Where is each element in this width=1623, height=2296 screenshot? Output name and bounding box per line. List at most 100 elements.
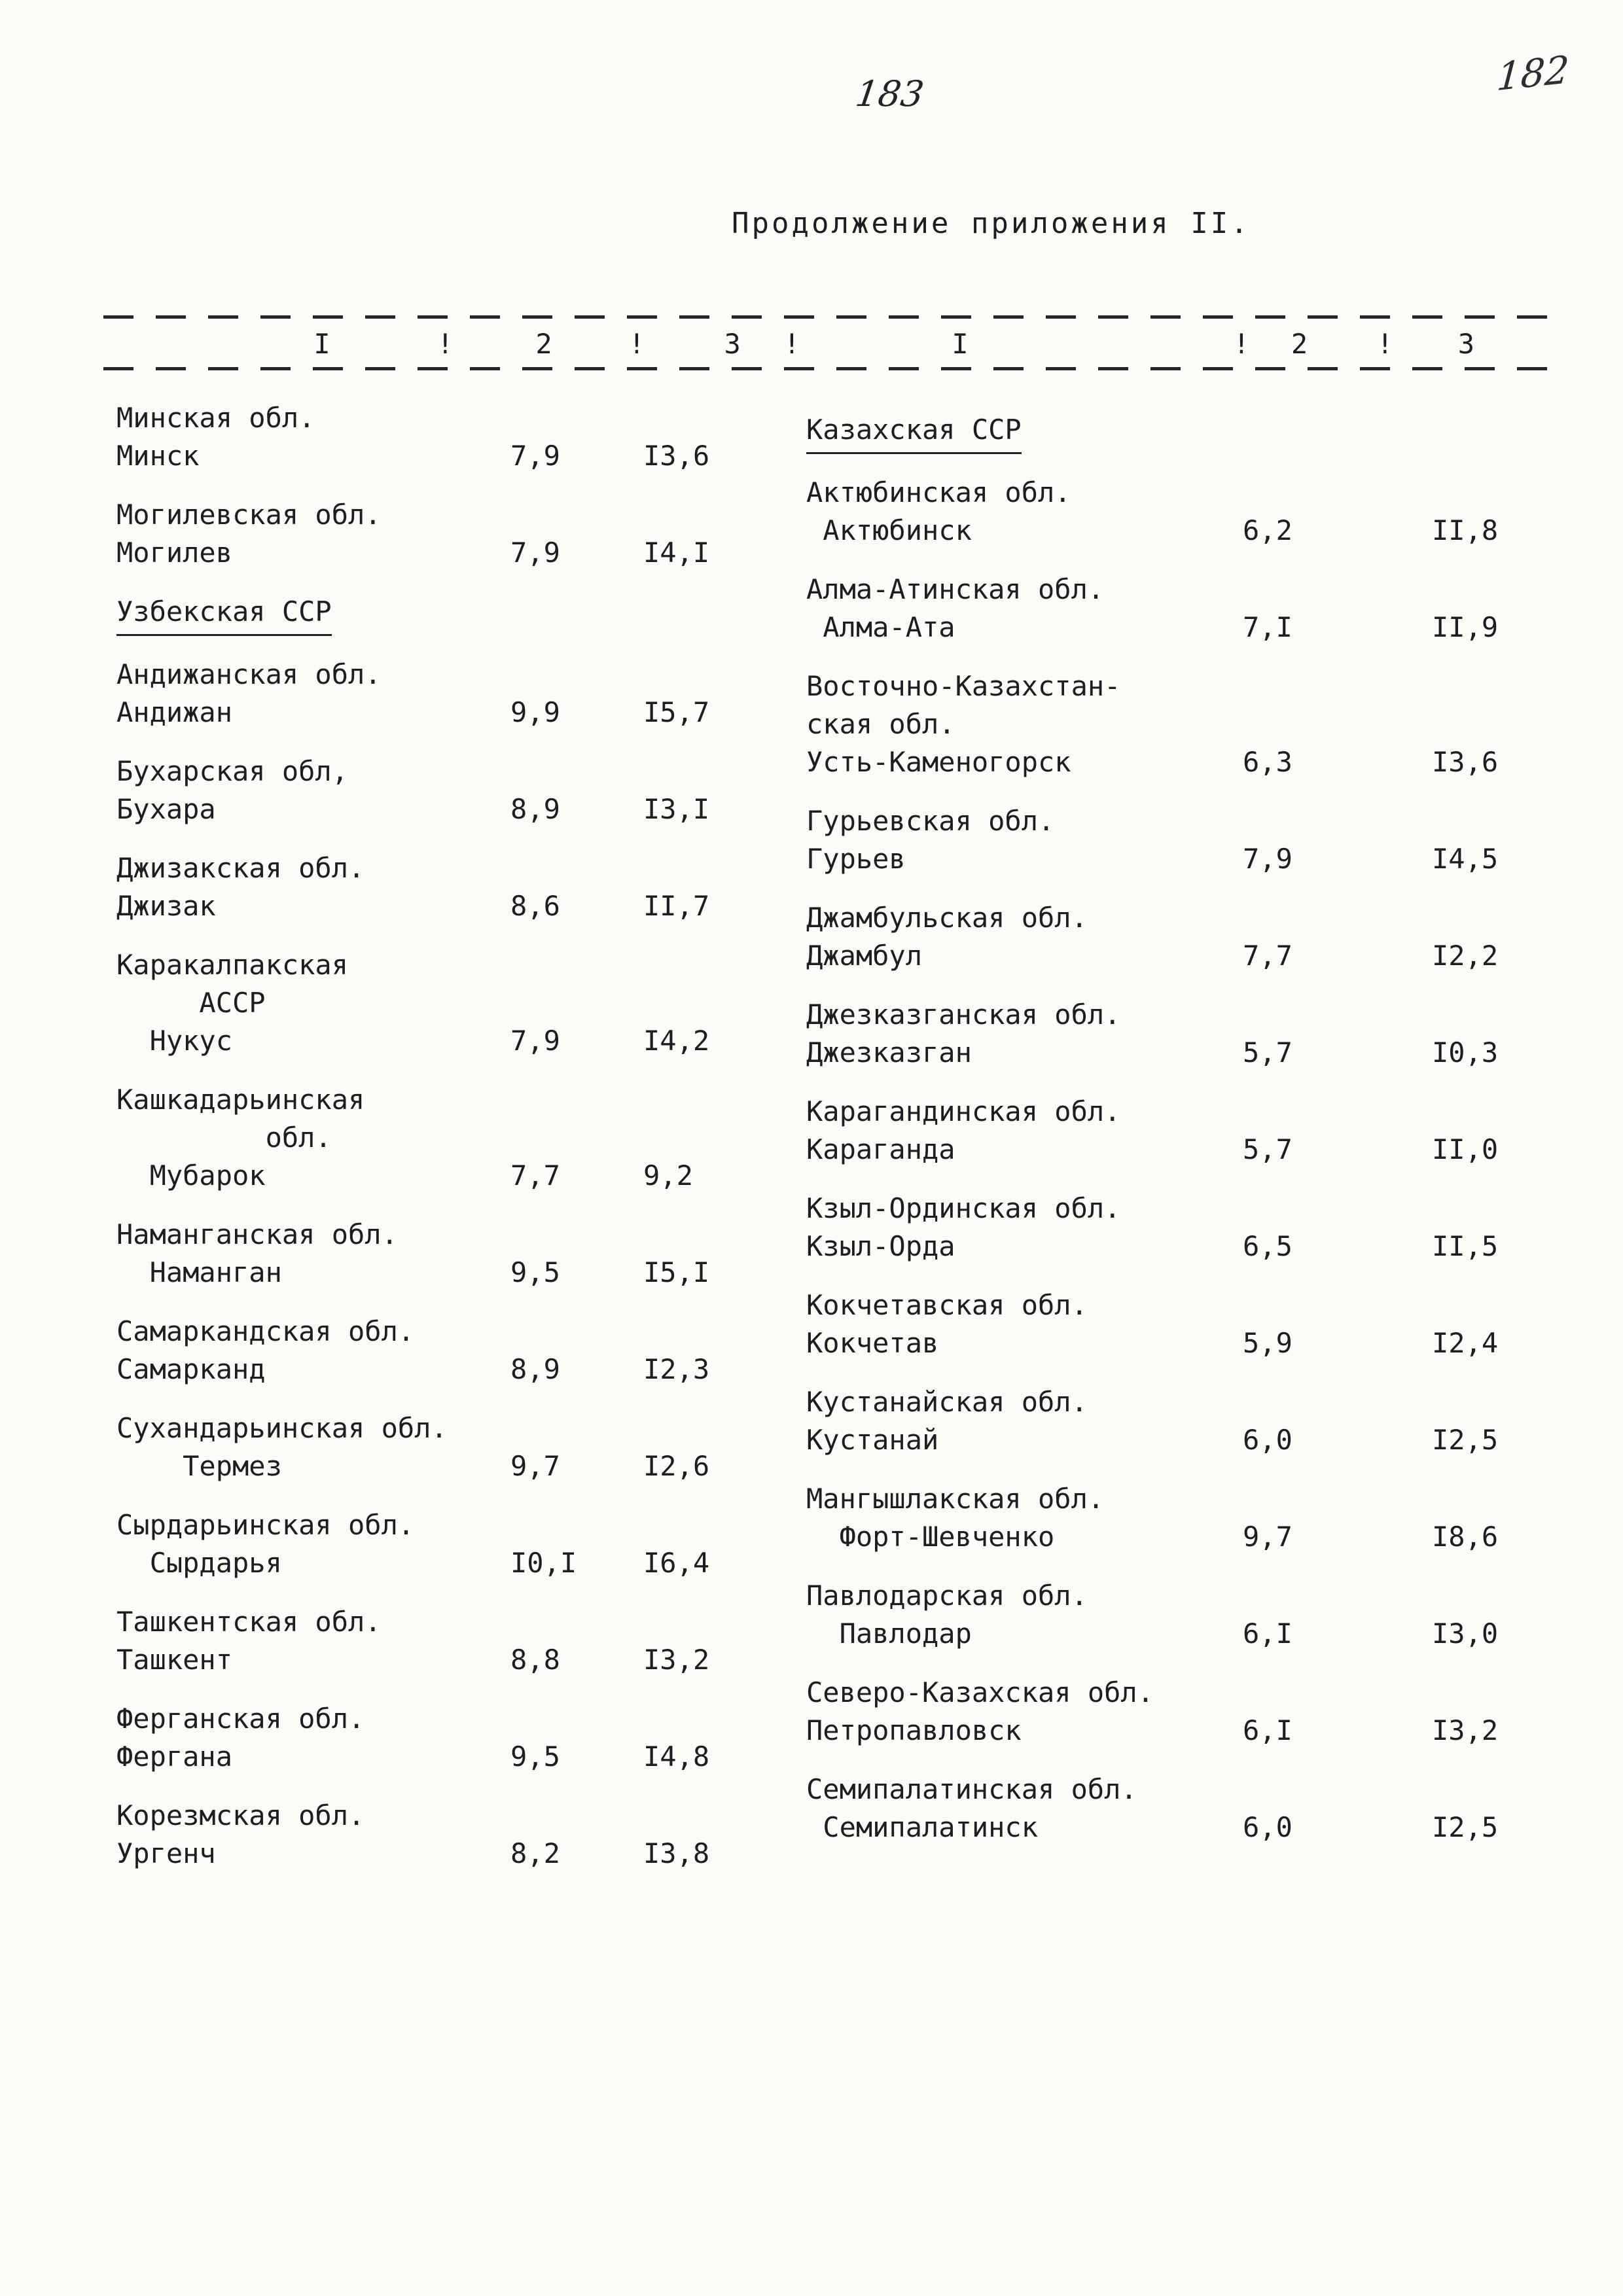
header-col-label: 2: [1291, 328, 1308, 360]
page-number-typed: 183: [853, 73, 927, 115]
city-name: Мубарок: [116, 1159, 266, 1192]
table-column-right: Казахская ССР Актюбинская обл. Актюбинск…: [806, 399, 1554, 1894]
city-name: Самарканд: [116, 1353, 266, 1385]
header-col-label: I: [952, 328, 969, 360]
value-col2: 6,2: [1243, 514, 1293, 546]
value-col3: I5,7: [643, 696, 710, 728]
value-col3: 9,2: [643, 1159, 693, 1192]
table-entry: Джамбульская обл. Джамбул 7,7 I2,2: [806, 899, 1554, 975]
value-col2: I0,I: [510, 1547, 577, 1579]
city-name: Караганда: [806, 1133, 955, 1165]
table-column-left: Минская обл. Минск 7,9 I3,6 Могилевская …: [116, 399, 710, 1894]
city-row: Караганда 5,7 II,0: [806, 1131, 1554, 1169]
value-col2: 8,8: [510, 1644, 560, 1676]
city-row: Мубарок 7,7 9,2: [116, 1157, 705, 1195]
table-entry: Кзыл-Ординская обл. Кзыл-Орда 6,5 II,5: [806, 1190, 1554, 1265]
header-col-label: 3: [1457, 328, 1475, 360]
value-col3: I4,8: [643, 1740, 710, 1773]
city-name: Гурьев: [806, 843, 906, 875]
value-col2: 7,9: [1243, 843, 1293, 875]
city-row: Ургенч 8,2 I3,8: [116, 1835, 709, 1873]
value-col3: I4,I: [643, 537, 710, 569]
table-entry: Бухарская обл, Бухара 8,9 I3,I: [116, 752, 709, 828]
table-entry: Восточно-Казахстан- ская обл. Усть-Камен…: [806, 667, 1554, 781]
header-separator: !: [1376, 328, 1393, 360]
city-row: Петропавловск 6,I I3,2: [806, 1712, 1554, 1750]
city-row: Актюбинск 6,2 II,8: [806, 512, 1554, 550]
table-entry: Сухандарьинская обл. Термез 9,7 I2,6: [116, 1409, 709, 1485]
region-name: Павлодарская обл.: [806, 1580, 1088, 1612]
city-row: Наманган 9,5 I5,I: [116, 1254, 710, 1292]
value-col2: 7,9: [510, 1025, 560, 1057]
table-body: Минская обл. Минск 7,9 I3,6 Могилевская …: [103, 370, 1554, 1894]
region-name-line2: обл.: [116, 1122, 332, 1154]
city-name: Кзыл-Орда: [806, 1230, 955, 1262]
region-name: Кашкадарьинская: [116, 1084, 365, 1116]
region-name: Минская обл.: [116, 402, 315, 434]
city-row: Андижан 9,9 I5,7: [116, 694, 709, 732]
city-name: Наманган: [116, 1256, 282, 1288]
table-entry: Каракалпакская АССР Нукус 7,9 I4,2: [116, 946, 710, 1060]
table-entry: Ташкентская обл. Ташкент 8,8 I3,2: [116, 1603, 709, 1679]
value-col3: I4,5: [1432, 843, 1499, 875]
city-name: Могилев: [116, 537, 233, 569]
header-col-label: 2: [535, 328, 552, 360]
region-name: Восточно-Казахстан-: [806, 670, 1121, 702]
table-entry: Павлодарская обл. Павлодар 6,I I3,0: [806, 1577, 1554, 1653]
city-name: Джизак: [116, 890, 216, 922]
value-col3: I8,6: [1432, 1521, 1499, 1553]
region-name: Андижанская обл.: [116, 658, 382, 690]
region-name-line2: ская обл.: [806, 708, 955, 740]
city-row: Ташкент 8,8 I3,2: [116, 1641, 709, 1679]
city-name: Андижан: [116, 696, 233, 728]
value-col3: I5,I: [643, 1256, 710, 1288]
table-entry: Алма-Атинская обл. Алма-Ата 7,I II,9: [806, 571, 1554, 646]
section-label: Узбекская ССР: [116, 593, 332, 636]
region-name: Алма-Атинская обл.: [806, 573, 1105, 605]
table-entry: Кокчетавская обл. Кокчетав 5,9 I2,4: [806, 1286, 1554, 1362]
value-col2: 9,5: [510, 1256, 560, 1288]
value-col2: 6,0: [1243, 1424, 1293, 1456]
city-name: Семипалатинск: [806, 1811, 1039, 1843]
city-name: Петропавловск: [806, 1714, 1022, 1746]
table-entry: Сырдарьинская обл. Сырдарья I0,I I6,4: [116, 1506, 709, 1582]
region-name: Северо-Казахская обл.: [806, 1676, 1154, 1708]
region-name: Кокчетавская обл.: [806, 1289, 1088, 1321]
region-name: Кустанайская обл.: [806, 1386, 1088, 1418]
value-col2: 7,9: [510, 440, 560, 472]
value-col2: 9,9: [510, 696, 560, 728]
value-col3: I2,5: [1432, 1424, 1499, 1456]
city-row: Джамбул 7,7 I2,2: [806, 937, 1554, 975]
value-col3: I3,6: [1432, 746, 1499, 778]
city-name: Минск: [116, 440, 200, 472]
value-col2: 7,9: [510, 537, 560, 569]
value-col3: I4,2: [643, 1025, 710, 1057]
region-name: Наманганская обл.: [116, 1218, 398, 1250]
region-name: Мангышлакская обл.: [806, 1483, 1105, 1515]
value-col3: I0,3: [1432, 1036, 1499, 1069]
city-name: Кокчетав: [806, 1327, 939, 1359]
table-entry: Джезказганская обл. Джезказган 5,7 I0,3: [806, 996, 1554, 1072]
city-row: Могилев 7,9 I4,I: [116, 534, 709, 572]
value-col3: I6,4: [643, 1547, 710, 1579]
city-row: Форт-Шевченко 9,7 I8,6: [806, 1518, 1554, 1556]
city-row: Нукус 7,9 I4,2: [116, 1022, 710, 1060]
value-col2: 5,9: [1243, 1327, 1293, 1359]
city-name: Павлодар: [806, 1617, 972, 1650]
city-row: Самарканд 8,9 I2,3: [116, 1351, 709, 1388]
region-name: Карагандинская обл.: [806, 1095, 1121, 1127]
city-name: Кустанай: [806, 1424, 939, 1456]
city-row: Кустанай 6,0 I2,5: [806, 1421, 1554, 1459]
value-col3: I3,0: [1432, 1617, 1499, 1650]
city-row: Павлодар 6,I I3,0: [806, 1615, 1554, 1653]
value-col3: I3,I: [643, 793, 710, 825]
city-row: Гурьев 7,9 I4,5: [806, 840, 1554, 878]
region-name: Ферганская обл.: [116, 1703, 365, 1735]
table-entry: Мангышлакская обл. Форт-Шевченко 9,7 I8,…: [806, 1480, 1554, 1556]
value-col2: 5,7: [1243, 1036, 1293, 1069]
table-entry: Северо-Казахская обл. Петропавловск 6,I …: [806, 1674, 1554, 1750]
section-label: Казахская ССР: [806, 411, 1022, 454]
region-name: Джезказганская обл.: [806, 998, 1121, 1031]
table-entry: Могилевская обл. Могилев 7,9 I4,I: [116, 496, 709, 572]
region-name: Кзыл-Ординская обл.: [806, 1192, 1121, 1224]
